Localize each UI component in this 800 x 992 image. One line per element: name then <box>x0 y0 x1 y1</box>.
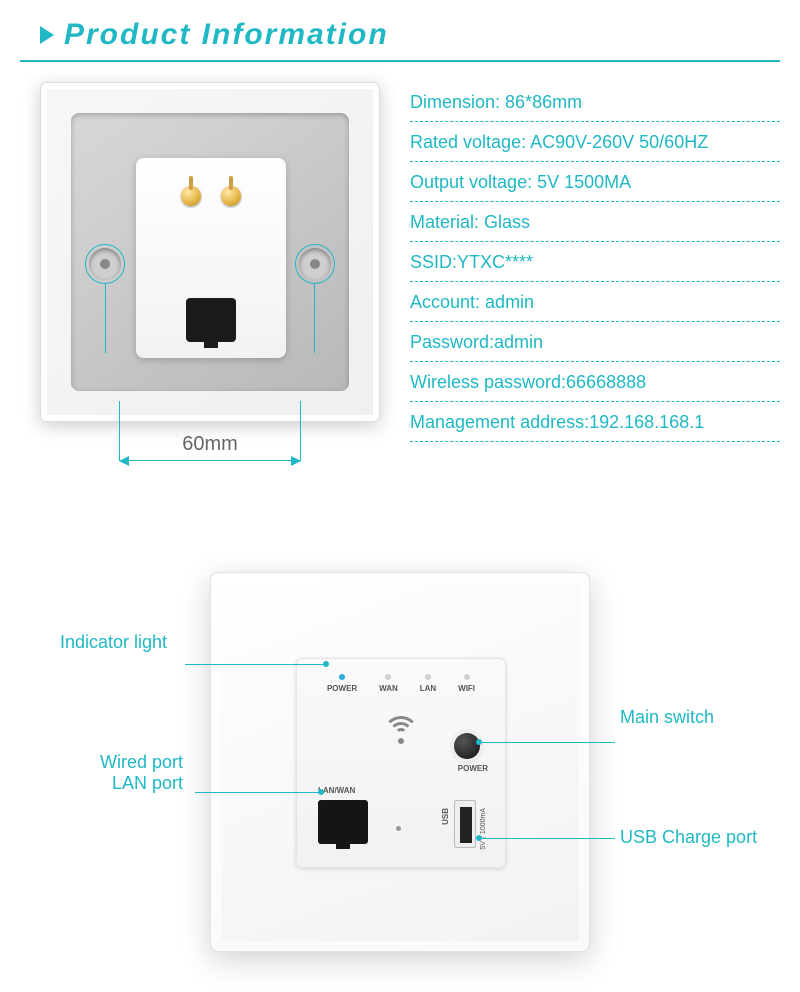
led-row: POWER WAN LAN WIFI <box>296 674 506 693</box>
led-label: WAN <box>379 684 398 693</box>
top-row: 60mm Dimension: 86*86mmRated voltage: AC… <box>0 82 800 442</box>
back-rj45-port <box>186 298 236 342</box>
back-panel: 60mm <box>40 82 380 422</box>
callout-switch-dot <box>476 739 482 745</box>
dim-circle-left <box>85 244 125 284</box>
dim-width-label: 60mm <box>41 433 379 456</box>
back-panel-figure: 60mm <box>20 82 400 442</box>
spec-row: Dimension: 86*86mm <box>410 82 780 122</box>
dim-horizontal <box>119 460 301 461</box>
section-header: Product Information <box>20 0 780 62</box>
callout-switch-line <box>480 742 615 743</box>
section-title: Product Information <box>64 18 389 52</box>
led-dot <box>385 674 391 680</box>
spec-row: Password:admin <box>410 322 780 362</box>
callout-wired-l1: Wired port <box>100 752 183 773</box>
led-wifi: WIFI <box>458 674 475 693</box>
spec-row: Rated voltage: AC90V-260V 50/60HZ <box>410 122 780 162</box>
led-lan: LAN <box>420 674 436 693</box>
dim-pointer-left <box>105 283 106 353</box>
spec-list: Dimension: 86*86mmRated voltage: AC90V-2… <box>400 82 780 442</box>
callout-indicator-line <box>185 664 325 665</box>
usb-spec-label: 5V⎓1000mA <box>480 808 488 850</box>
usb-label: USB <box>441 808 450 825</box>
callout-switch: Main switch <box>620 707 714 728</box>
callout-wired: Wired port LAN port <box>100 752 183 794</box>
callout-indicator-text: Indicator light <box>60 632 167 652</box>
spec-row: Output voltage: 5V 1500MA <box>410 162 780 202</box>
callout-indicator-dot <box>323 661 329 667</box>
callout-usb: USB Charge port <box>620 827 757 848</box>
back-module <box>136 158 286 358</box>
front-panel: POWERWANLANWIFI POWER LAN/WAN USB 5V⎓100… <box>210 572 590 952</box>
spec-row: Management address:192.168.168.1 <box>410 402 780 442</box>
front-inner: POWERWANLANWIFI POWER LAN/WAN USB 5V⎓100… <box>296 658 506 868</box>
bottom-figure: POWERWANLANWIFI POWER LAN/WAN USB 5V⎓100… <box>0 552 800 992</box>
terminal-1 <box>181 186 201 206</box>
reset-dot <box>396 826 401 831</box>
callout-usb-text: USB Charge port <box>620 827 757 847</box>
spec-row: Account: admin <box>410 282 780 322</box>
callout-wired-l2: LAN port <box>100 773 183 794</box>
led-label: LAN <box>420 684 436 693</box>
callout-usb-line <box>480 838 615 839</box>
led-wan: WAN <box>379 674 398 693</box>
spec-row: Material: Glass <box>410 202 780 242</box>
led-label: POWER <box>327 684 357 693</box>
led-power: POWER <box>327 674 357 693</box>
callout-switch-text: Main switch <box>620 707 714 727</box>
callout-wired-dot <box>318 789 324 795</box>
spec-row: SSID:YTXC**** <box>410 242 780 282</box>
dim-pointer-right <box>314 283 315 353</box>
callout-wired-line <box>195 792 320 793</box>
led-dot <box>425 674 431 680</box>
led-dot <box>464 674 470 680</box>
front-rj45-port <box>318 800 368 844</box>
dim-circle-right <box>295 244 335 284</box>
callout-indicator: Indicator light <box>60 632 167 653</box>
triangle-icon <box>40 26 54 44</box>
power-button <box>454 733 480 759</box>
usb-port <box>454 800 476 848</box>
led-dot <box>339 674 345 680</box>
spec-row: Wireless password:66668888 <box>410 362 780 402</box>
terminal-2 <box>221 186 241 206</box>
led-label: WIFI <box>458 684 475 693</box>
power-label: POWER <box>458 764 488 773</box>
callout-usb-dot <box>476 835 482 841</box>
